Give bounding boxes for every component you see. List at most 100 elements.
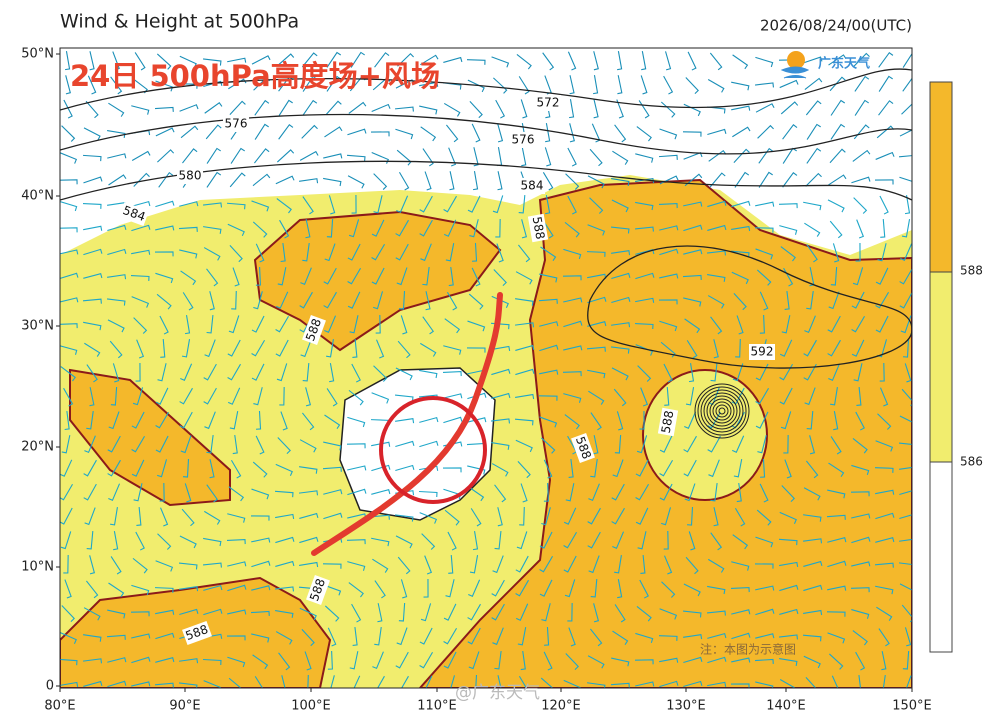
wind-barb — [443, 651, 457, 669]
wind-barb — [854, 75, 870, 92]
wind-barb — [204, 339, 216, 358]
wind-barb — [160, 507, 169, 527]
contour-label-bg — [527, 213, 549, 243]
wind-barb — [254, 99, 270, 116]
wind-barb — [539, 369, 559, 375]
contour-label-text: 588 — [530, 215, 548, 240]
wind-barb — [155, 632, 175, 640]
wind-barb — [709, 52, 723, 71]
wind-barb — [419, 219, 433, 237]
wind-barb — [395, 219, 409, 237]
wind-barb — [497, 675, 502, 688]
wind-barb — [899, 176, 912, 182]
wind-barb — [60, 323, 78, 329]
wind-barb — [780, 411, 792, 430]
wind-barb — [394, 394, 414, 402]
wind-barb — [155, 657, 175, 663]
wind-barb — [179, 658, 199, 664]
wind-barb — [590, 459, 598, 478]
wind-barb — [732, 534, 749, 550]
wind-barb — [86, 364, 98, 383]
wind-barb — [659, 483, 673, 501]
wind-barb — [538, 395, 558, 401]
wind-barb — [564, 579, 576, 598]
wind-barb — [850, 491, 870, 497]
wind-barb — [754, 658, 774, 664]
wind-barb — [397, 340, 411, 359]
wind-barb — [347, 267, 362, 285]
wind-barb — [203, 363, 217, 381]
wind-barb — [731, 609, 751, 615]
wind-barb — [902, 338, 910, 358]
wind-barb — [539, 579, 553, 597]
wind-barb — [255, 410, 262, 430]
wind-barb — [806, 410, 814, 430]
wind-barb — [851, 176, 871, 184]
wind-barb — [299, 291, 313, 309]
wind-barb — [448, 147, 457, 167]
wind-barb — [85, 100, 99, 119]
wind-barb — [755, 363, 769, 381]
wind-barb — [587, 175, 605, 189]
map-frame — [59, 47, 913, 689]
wind-barb — [179, 201, 199, 207]
colorbar-label: 586 — [960, 455, 983, 469]
wind-barb — [564, 414, 580, 430]
wind-barb — [394, 514, 414, 522]
wind-barb — [395, 535, 413, 549]
typhoon-ring — [715, 404, 729, 418]
wind-barb — [251, 339, 266, 357]
wind-barb — [682, 131, 702, 137]
wind-barb — [611, 250, 631, 256]
wind-barb — [467, 627, 481, 645]
wind-barb — [323, 267, 337, 285]
wind-barb — [61, 435, 71, 454]
wind-barb — [301, 52, 318, 68]
wind-barb — [803, 487, 821, 501]
wind-barb — [806, 147, 822, 164]
wind-barb — [734, 507, 746, 527]
logo-mark — [780, 66, 810, 79]
wind-barb — [299, 512, 319, 519]
wind-barb — [636, 605, 652, 622]
wind-barb — [710, 362, 718, 382]
wind-barb — [371, 243, 386, 261]
wind-barb — [515, 603, 529, 621]
wind-barb — [131, 411, 145, 429]
wind-barb — [755, 536, 774, 548]
wind-barb — [588, 483, 600, 502]
wind-barb — [205, 124, 222, 140]
wind-barb — [84, 507, 96, 526]
map-field — [60, 48, 912, 688]
wind-barb — [372, 651, 384, 670]
wind-barb — [279, 219, 290, 239]
wind-barb — [589, 628, 603, 647]
wind-barb — [65, 51, 71, 71]
wind-barb — [828, 462, 845, 478]
wind-barb — [351, 603, 362, 623]
wind-barb — [107, 657, 127, 663]
wind-barb — [565, 653, 579, 671]
wind-barb — [348, 101, 367, 114]
wind-barb — [466, 59, 486, 65]
wind-barb — [60, 658, 78, 666]
wind-barb — [875, 267, 889, 285]
wind-barb — [276, 198, 292, 214]
wind-barb — [347, 175, 365, 189]
wind-barb — [637, 365, 652, 382]
wind-barb — [659, 128, 678, 140]
wind-barb — [640, 75, 648, 95]
wind-barb — [830, 123, 846, 140]
wind-barb — [491, 368, 511, 376]
wind-barb — [805, 460, 819, 479]
wind-barb — [684, 483, 696, 502]
wind-barb — [685, 556, 699, 575]
wind-barb — [299, 466, 318, 474]
overlay-title: 24日 500hPa高度场+风场 — [70, 59, 440, 93]
wind-barb — [516, 54, 532, 70]
wind-barb — [758, 147, 774, 164]
wind-barb — [397, 556, 411, 575]
wind-barb — [613, 388, 627, 407]
wind-barb — [302, 99, 318, 116]
typhoon-ring — [706, 395, 738, 427]
